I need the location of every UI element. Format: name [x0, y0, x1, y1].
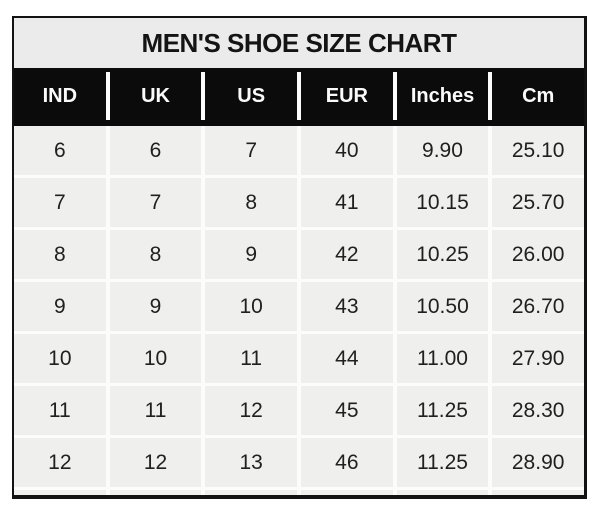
table-cell: 9 [14, 282, 106, 331]
table-cell: 45 [300, 386, 393, 435]
column-header-cm: Cm [488, 72, 584, 120]
table-cell: 6 [109, 126, 202, 175]
table-cell: 10.50 [396, 282, 489, 331]
table-cell: 11 [109, 386, 202, 435]
table-cell: 11.25 [396, 386, 489, 435]
table-cell: 12 [109, 438, 202, 487]
table-cell: 46 [300, 438, 393, 487]
column-header-inches: Inches [392, 72, 489, 120]
table-cell: 6 [14, 126, 106, 175]
table-cell: 26.70 [492, 282, 584, 331]
shoe-size-chart-table: MEN'S SHOE SIZE CHART IND UK US EUR Inch… [12, 16, 587, 499]
table-cell: 7 [205, 126, 297, 175]
table-cell: 41 [300, 178, 393, 227]
table-cell: 10 [205, 282, 297, 331]
chart-title: MEN'S SHOE SIZE CHART [14, 18, 584, 68]
table-cell: 10.15 [396, 178, 489, 227]
bottom-strip-cell [109, 490, 202, 495]
table-header-row: IND UK US EUR Inches Cm [14, 68, 584, 126]
table-cell: 12 [205, 386, 297, 435]
table-cell: 11 [14, 386, 106, 435]
column-header-uk: UK [105, 72, 202, 120]
column-header-eur: EUR [297, 72, 393, 120]
column-header-ind: IND [42, 84, 78, 107]
table-cell: 40 [300, 126, 393, 175]
table-cell: 27.90 [492, 334, 584, 383]
table-cell: 9.90 [396, 126, 489, 175]
bottom-strip-cell [492, 490, 584, 495]
table-cell: 42 [300, 230, 393, 279]
table-cell: 26.00 [492, 230, 584, 279]
table-cell: 43 [300, 282, 393, 331]
column-header-us: US [201, 72, 297, 120]
table-cell: 7 [14, 178, 106, 227]
table-cell: 11.25 [396, 438, 489, 487]
table-cell: 8 [205, 178, 297, 227]
table-cell: 11.00 [396, 334, 489, 383]
table-cell: 28.30 [492, 386, 584, 435]
table-body: 6 6 7 40 9.90 25.10 7 7 8 41 10.15 25.70… [14, 126, 584, 495]
bottom-strip-cell [205, 490, 297, 495]
table-cell: 8 [14, 230, 106, 279]
table-cell: 10 [109, 334, 202, 383]
table-cell: 44 [300, 334, 393, 383]
table-cell: 10 [14, 334, 106, 383]
table-cell: 9 [205, 230, 297, 279]
table-cell: 25.10 [492, 126, 584, 175]
table-cell: 11 [205, 334, 297, 383]
table-cell: 13 [205, 438, 297, 487]
table-cell: 9 [109, 282, 202, 331]
bottom-strip-cell [14, 490, 106, 495]
table-cell: 28.90 [492, 438, 584, 487]
bottom-strip-cell [300, 490, 393, 495]
table-cell: 8 [109, 230, 202, 279]
table-cell: 7 [109, 178, 202, 227]
table-cell: 25.70 [492, 178, 584, 227]
bottom-strip-cell [396, 490, 489, 495]
table-cell: 12 [14, 438, 106, 487]
table-cell: 10.25 [396, 230, 489, 279]
